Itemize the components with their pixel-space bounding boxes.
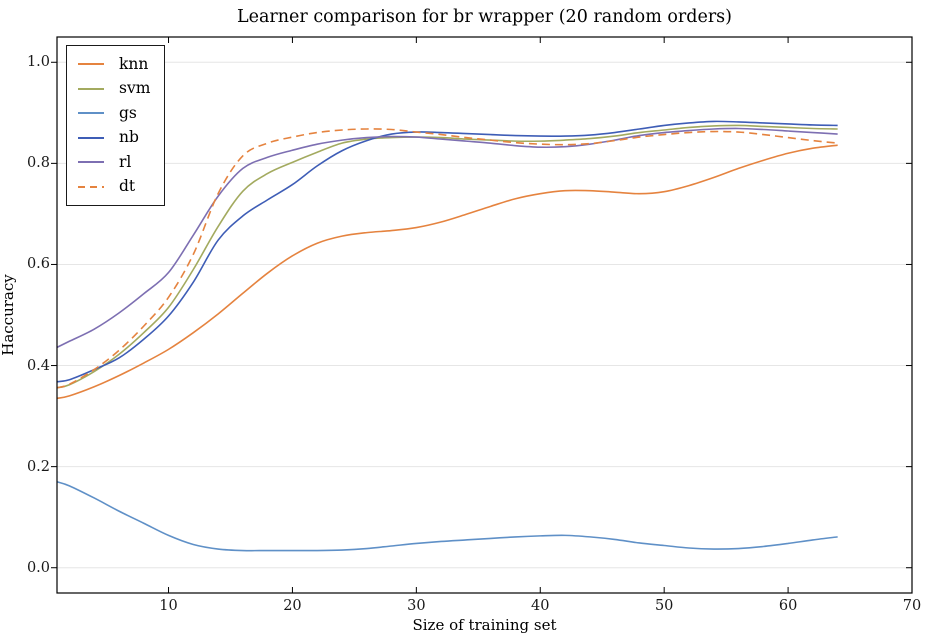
- y-tick-label: 0.8: [26, 155, 50, 172]
- legend-line-sample-dt: [78, 185, 104, 188]
- series-line-svm: [56, 124, 838, 389]
- series-line-dt: [56, 128, 838, 389]
- series-line-rl: [56, 127, 838, 349]
- legend-item-label: svm: [119, 79, 151, 97]
- x-tick-label: 70: [902, 598, 922, 614]
- legend-item-knn: knn: [78, 52, 150, 77]
- y-tick-label: 1.0: [26, 54, 50, 71]
- legend-line-sample-nb: [78, 136, 104, 139]
- legend-item-nb: nb: [78, 126, 150, 151]
- x-tick-label: 30: [407, 598, 426, 614]
- x-tick-label: 20: [283, 598, 302, 614]
- y-tick-label: 0.0: [26, 559, 50, 576]
- legend-item-dt: dt: [78, 175, 150, 200]
- legend-item-gs: gs: [78, 101, 150, 126]
- x-tick-label: 60: [778, 598, 798, 614]
- series-line-knn: [56, 144, 838, 400]
- legend-item-label: dt: [119, 177, 136, 195]
- y-axis-label: Haccuracy: [0, 274, 17, 356]
- x-tick-label: 40: [531, 598, 550, 614]
- chart-title: Learner comparison for br wrapper (20 ra…: [236, 7, 732, 27]
- legend-item-rl: rl: [78, 150, 150, 175]
- legend-line-sample-svm: [78, 87, 104, 90]
- x-tick-label: 10: [159, 598, 178, 614]
- legend-item-label: gs: [119, 103, 137, 122]
- legend-line-sample-knn: [78, 63, 104, 66]
- legend: knn svm gs nb rl dt: [66, 45, 166, 206]
- series-line-nb: [56, 120, 838, 383]
- legend-item-label: nb: [119, 128, 139, 146]
- legend-item-label: knn: [119, 54, 149, 73]
- legend-item-svm: svm: [78, 77, 150, 102]
- y-tick-label: 0.6: [26, 256, 50, 273]
- axes-frame: [56, 36, 913, 594]
- y-tick-label: 0.4: [26, 357, 50, 374]
- x-tick-label: 50: [654, 598, 674, 614]
- y-tick-label: 0.2: [26, 458, 50, 475]
- legend-item-label: rl: [119, 152, 132, 171]
- series-line-gs: [56, 481, 838, 552]
- legend-line-sample-gs: [78, 112, 104, 115]
- x-axis-label: Size of training set: [412, 616, 557, 634]
- legend-line-sample-rl: [78, 161, 104, 164]
